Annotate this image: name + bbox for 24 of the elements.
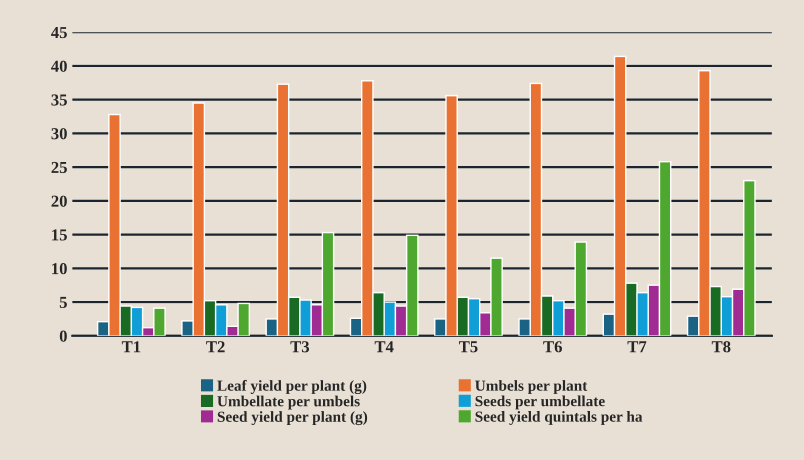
x-tick-label: T3 xyxy=(290,341,310,352)
x-tick-label: T1 xyxy=(122,341,140,352)
y-tick-label: 15 xyxy=(52,229,67,241)
legend-label: Umbels per plant xyxy=(475,380,588,394)
y-tick-label: 5 xyxy=(60,296,67,308)
y-tick-label: 30 xyxy=(51,128,67,140)
x-tick-label: T7 xyxy=(628,341,646,352)
legend-label: Seed yield quintals per ha xyxy=(476,411,642,425)
y-tick-label: 10 xyxy=(52,263,67,274)
x-tick-label: T5 xyxy=(458,341,478,352)
x-tick-label: T2 xyxy=(206,341,225,352)
x-tick-label: T6 xyxy=(543,341,562,352)
legend-label: Umbellate per umbels xyxy=(217,396,360,410)
y-tick-label: 25 xyxy=(52,162,67,174)
y-tick-label: 0 xyxy=(60,330,67,342)
y-tick-label: 45 xyxy=(51,27,67,38)
y-tick-label: 40 xyxy=(51,60,67,72)
legend-label: Leaf yield per plant (g) xyxy=(217,380,366,394)
x-tick-label: T8 xyxy=(712,341,730,352)
legend-label: Seed yield per plant (g) xyxy=(218,411,368,426)
x-tick-label: T4 xyxy=(374,341,394,352)
legend-label: Seeds per umbellate xyxy=(476,396,605,410)
y-tick-label: 20 xyxy=(52,196,67,207)
y-tick-label: 35 xyxy=(51,94,67,106)
